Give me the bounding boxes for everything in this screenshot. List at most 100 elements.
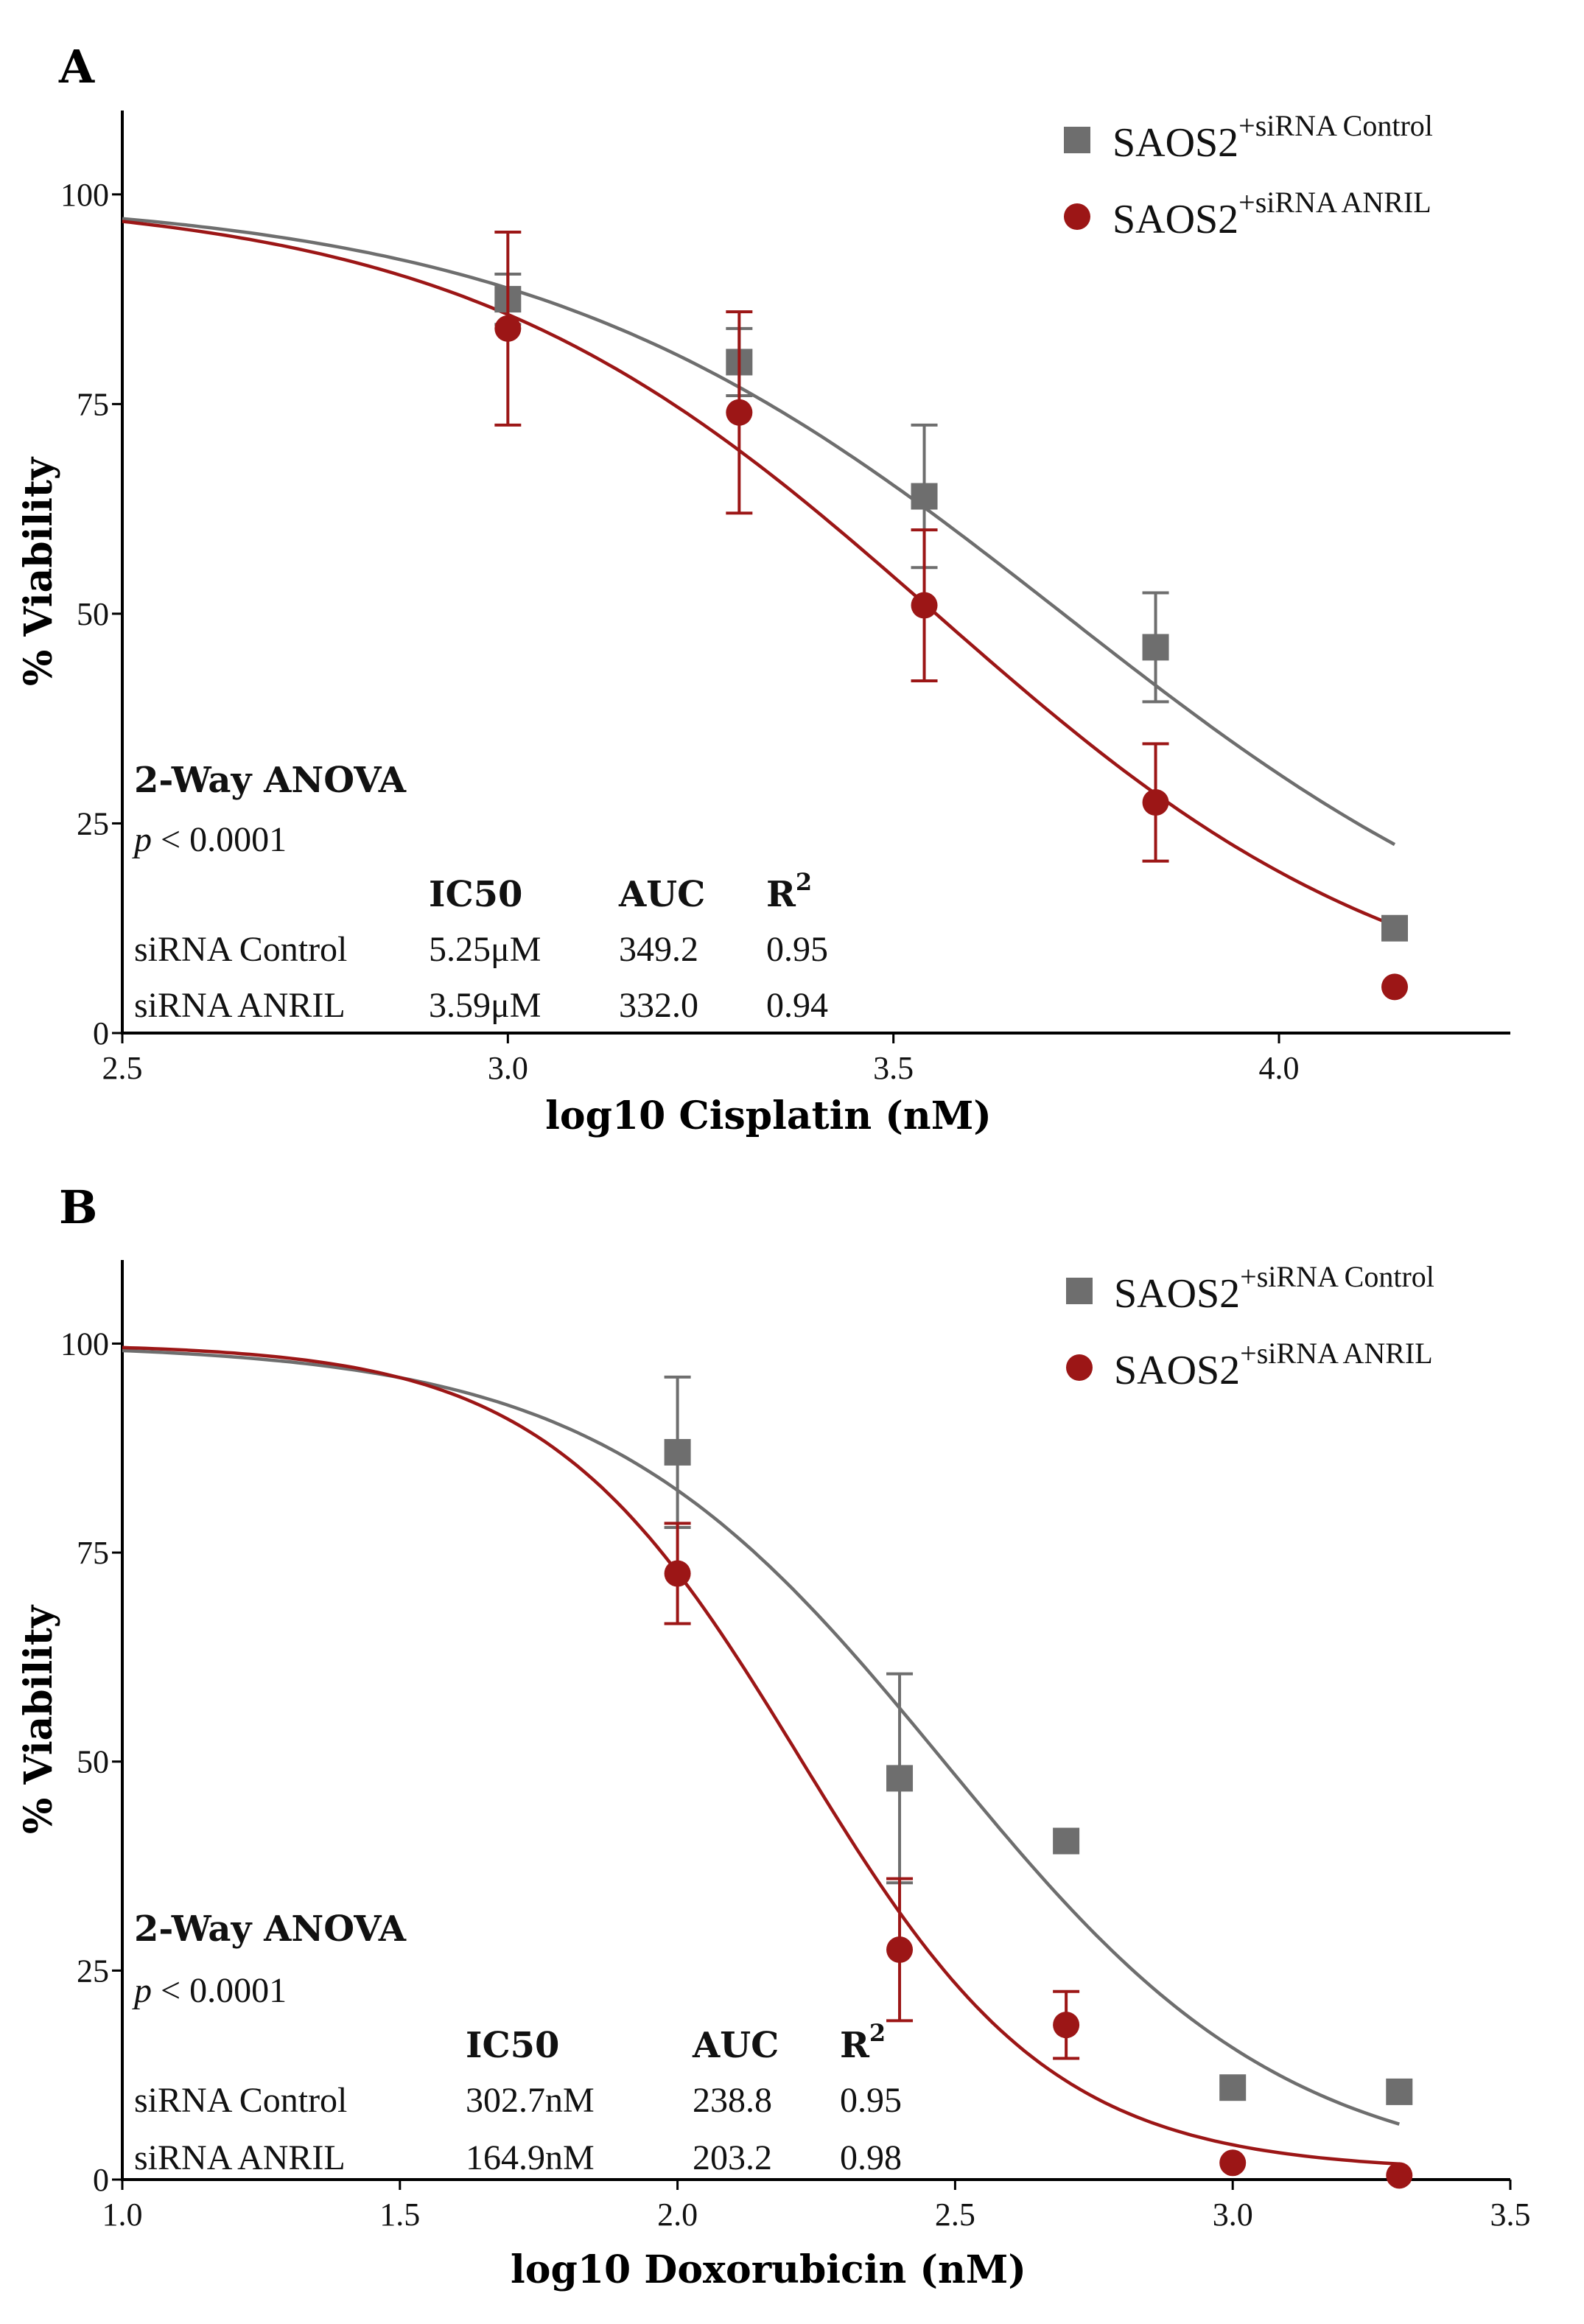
data-point-anril [886,1936,914,1963]
x-tick-label: 3.5 [1490,2197,1531,2233]
data-point-anril [911,592,938,619]
y-tick-label: 75 [77,1535,109,1571]
p-value-symbol: p [132,1971,152,2010]
legend-label-anril: SAOS2+siRNA ANRIL [1112,186,1431,242]
table-cell-r2: 0.98 [840,2138,902,2177]
fit-curve-control [122,217,1396,847]
x-tick-label: 4.0 [1259,1050,1300,1086]
table-cell-ic50: 5.25μM [429,930,541,969]
table-header-sup: 2 [869,2019,886,2047]
fit-curve-control [122,1348,1400,2126]
table-header-sup: 2 [796,868,812,896]
table-cell-r2: 0.95 [766,930,828,969]
table-cell-auc: 332.0 [619,986,698,1025]
y-tick-label: 100 [60,1326,109,1362]
legend-marker-control [1064,127,1090,153]
legend-marker-control [1066,1278,1093,1304]
table-cell-auc: 349.2 [619,930,698,969]
legend-label-base: SAOS2 [1114,1271,1240,1317]
legend-label-base: SAOS2 [1112,197,1238,242]
table-cell-auc: 238.8 [693,2081,772,2120]
legend-label-sup: +siRNA ANRIL [1240,1337,1432,1370]
panel-b: B 0 25 50 75 100 1.0 1.5 2.0 2.5 3.0 3.5 log10 Doxor… [16,1180,1531,2292]
y-tick-label: 50 [77,596,109,632]
table-cell-ic50: 302.7nM [466,2081,595,2120]
table-row-name: siRNA Control [134,930,347,969]
table-row-name: siRNA ANRIL [134,2138,346,2177]
legend-label-sup: +siRNA Control [1240,1260,1434,1293]
table-cell-auc: 203.2 [693,2138,772,2177]
data-point-anril [1381,973,1408,1001]
y-tick-label: 0 [93,2162,109,2198]
p-value-symbol: p [132,820,152,859]
p-value-text: < 0.0001 [152,1971,287,2010]
legend-label-base: SAOS2 [1114,1348,1240,1393]
table-header-r: R [766,874,796,915]
data-point-anril [726,399,753,426]
y-axis-title: % Viability [16,1604,61,1834]
x-tick-label: 2.5 [935,2197,975,2233]
fit-curve-anril [122,1345,1400,2166]
table-cell-ic50: 164.9nM [466,2138,595,2177]
table-header-ic50: IC50 [466,2025,559,2066]
x-axis-title: log10 Cisplatin (nM) [545,1093,992,1138]
data-point-control [1386,2078,1413,2105]
x-tick-label: 1.0 [102,2197,143,2233]
legend-label-base: SAOS2 [1112,120,1238,166]
table-header-r: R [840,2025,870,2066]
table-header-auc: AUC [692,2025,779,2066]
table-row-name: siRNA ANRIL [134,986,346,1025]
data-point-anril [1219,2149,1247,2177]
data-point-anril [494,315,522,342]
data-point-control [1053,1827,1080,1855]
data-point-anril [1386,2162,1413,2189]
y-tick-label: 75 [77,386,109,422]
panel-a: A 0 25 50 75 100 2.5 3.0 3.5 4.0 log10 Cisplatin (… [16,40,1510,1138]
panel-letter: B [59,1180,97,1234]
legend-label-control: SAOS2+siRNA Control [1112,109,1433,166]
legend-marker-anril [1064,203,1090,230]
x-tick-label: 3.0 [1213,2197,1253,2233]
data-point-control [886,1765,914,1792]
table-header-r2: R2 [840,2019,886,2066]
x-tick-label: 3.5 [873,1050,914,1086]
table-header-ic50: IC50 [429,874,522,915]
x-tick-label: 1.5 [379,2197,420,2233]
data-point-control [664,1438,691,1466]
legend-label-sup: +siRNA Control [1238,109,1433,142]
data-point-control [1142,634,1169,661]
data-point-control [911,483,938,510]
anova-title: 2-Way ANOVA [134,1908,407,1950]
data-point-control [1219,2074,1247,2101]
data-point-anril [1142,789,1169,816]
y-tick-label: 0 [93,1015,109,1051]
y-axis-title: % Viability [16,456,61,686]
fit-curve-anril [122,220,1395,928]
data-point-control [1381,914,1408,942]
panel-letter: A [58,40,95,94]
legend-label-anril: SAOS2+siRNA ANRIL [1114,1337,1433,1393]
x-tick-label: 2.5 [102,1050,143,1086]
p-value: p < 0.0001 [132,1971,287,2010]
y-tick-label: 100 [60,177,109,213]
x-tick-label: 2.0 [657,2197,698,2233]
table-cell-r2: 0.94 [766,986,828,1025]
legend-label-sup: +siRNA ANRIL [1238,186,1431,219]
table-cell-r2: 0.95 [840,2081,902,2120]
x-tick-label: 3.0 [488,1050,528,1086]
table-cell-ic50: 3.59μM [429,986,541,1025]
legend-marker-anril [1066,1354,1093,1381]
p-value-text: < 0.0001 [152,820,287,859]
p-value: p < 0.0001 [132,820,287,859]
y-tick-label: 50 [77,1744,109,1780]
data-point-anril [1053,2012,1080,2039]
table-header-r2: R2 [766,868,812,915]
x-axis-title: log10 Doxorubicin (nM) [511,2247,1026,2292]
table-row-name: siRNA Control [134,2081,347,2120]
y-tick-label: 25 [77,1953,109,1989]
table-header-auc: AUC [618,874,705,915]
anova-title: 2-Way ANOVA [134,760,407,801]
y-tick-label: 25 [77,805,109,841]
legend-label-control: SAOS2+siRNA Control [1114,1260,1434,1317]
